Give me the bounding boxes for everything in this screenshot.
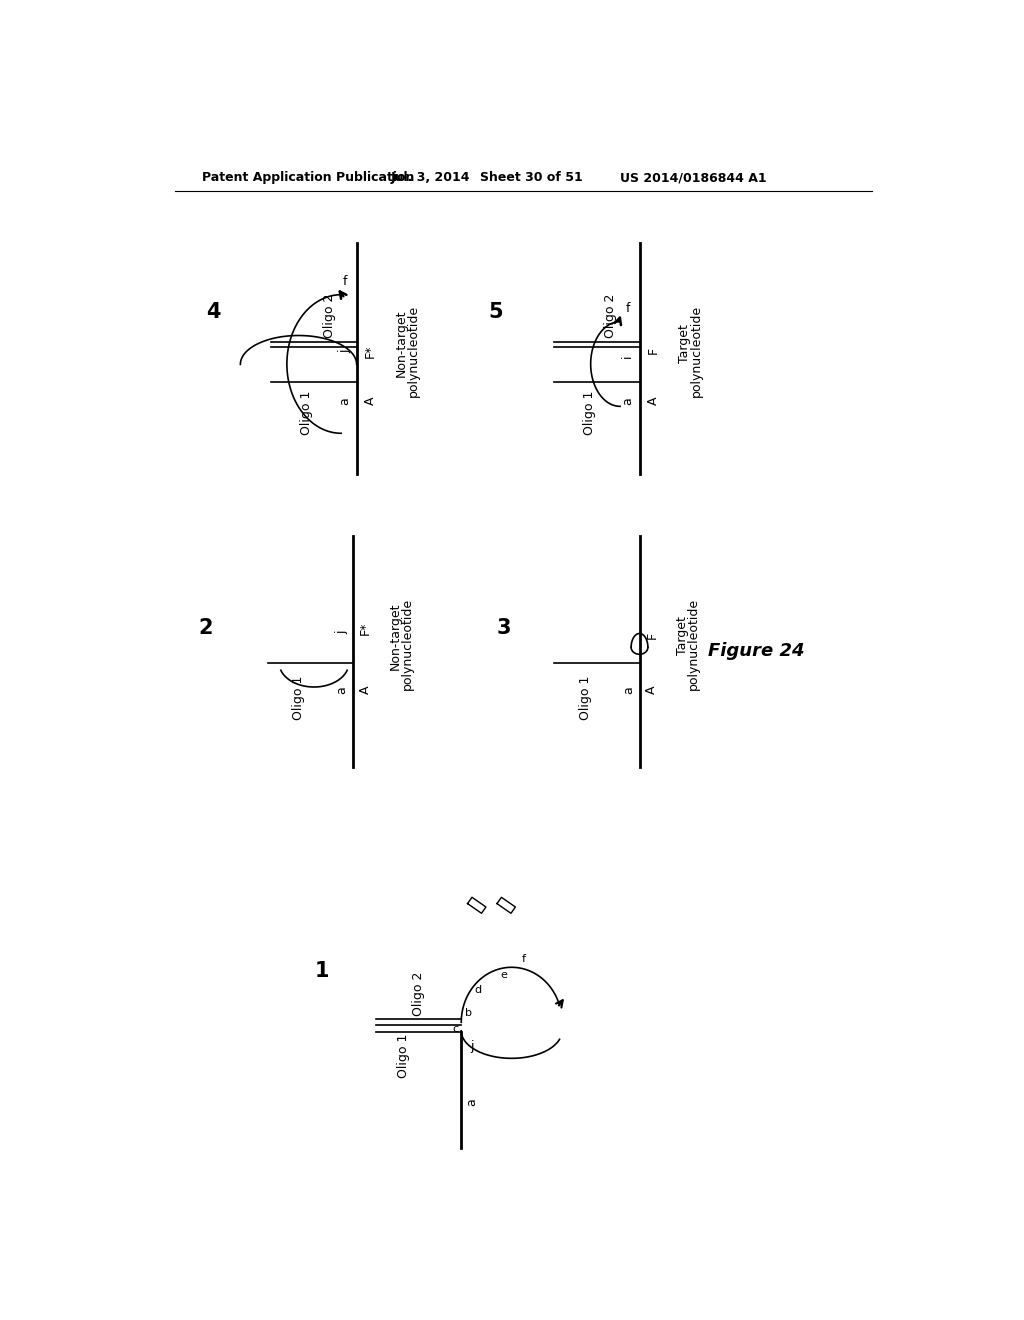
Text: f: f xyxy=(626,302,630,315)
Text: a: a xyxy=(622,397,635,405)
Text: i: i xyxy=(622,355,635,358)
Text: F: F xyxy=(647,347,659,355)
Text: Non-target: Non-target xyxy=(389,602,401,669)
Text: Oligo 2: Oligo 2 xyxy=(412,972,425,1016)
Text: 1: 1 xyxy=(314,961,329,981)
Text: US 2014/0186844 A1: US 2014/0186844 A1 xyxy=(621,172,767,185)
Text: A: A xyxy=(645,685,658,694)
Text: 3: 3 xyxy=(497,618,511,638)
Text: a: a xyxy=(466,1098,478,1106)
Text: Oligo 2: Oligo 2 xyxy=(323,294,336,338)
Text: 4: 4 xyxy=(206,302,220,322)
Text: j: j xyxy=(470,1040,474,1053)
Text: polynucleotide: polynucleotide xyxy=(689,305,702,397)
Text: Patent Application Publication: Patent Application Publication xyxy=(202,172,414,185)
Text: Oligo 1: Oligo 1 xyxy=(583,391,596,434)
Text: e: e xyxy=(501,970,507,979)
Text: A: A xyxy=(358,685,372,694)
Text: F*: F* xyxy=(365,345,377,358)
Text: A: A xyxy=(365,397,377,405)
Text: a: a xyxy=(339,397,351,405)
Text: Oligo 2: Oligo 2 xyxy=(603,294,616,338)
Text: 5: 5 xyxy=(488,302,504,322)
Text: b: b xyxy=(466,1008,472,1018)
Text: Oligo 1: Oligo 1 xyxy=(292,676,305,719)
Text: Non-target: Non-target xyxy=(395,309,409,378)
Text: polynucleotide: polynucleotide xyxy=(400,598,414,689)
Text: Target: Target xyxy=(678,323,691,363)
Text: polynucleotide: polynucleotide xyxy=(407,305,420,397)
Text: Sheet 30 of 51: Sheet 30 of 51 xyxy=(479,172,583,185)
Text: Oligo 1: Oligo 1 xyxy=(396,1034,410,1077)
Text: Oligo 1: Oligo 1 xyxy=(300,391,312,434)
Text: A: A xyxy=(647,397,659,405)
Text: f: f xyxy=(343,275,347,288)
Text: a: a xyxy=(336,686,348,693)
Text: Oligo 1: Oligo 1 xyxy=(579,676,592,719)
Text: a: a xyxy=(623,686,635,693)
Text: d: d xyxy=(475,985,482,995)
Text: F*: F* xyxy=(358,622,372,635)
Text: Target: Target xyxy=(676,616,688,655)
Text: F: F xyxy=(645,632,658,639)
Text: f: f xyxy=(521,954,525,964)
Text: 2: 2 xyxy=(199,618,213,638)
Text: j: j xyxy=(339,350,351,352)
Text: c: c xyxy=(452,1023,458,1034)
Text: polynucleotide: polynucleotide xyxy=(687,598,700,689)
Text: j: j xyxy=(336,630,348,634)
Text: Figure 24: Figure 24 xyxy=(708,643,804,660)
Text: Jul. 3, 2014: Jul. 3, 2014 xyxy=(390,172,470,185)
